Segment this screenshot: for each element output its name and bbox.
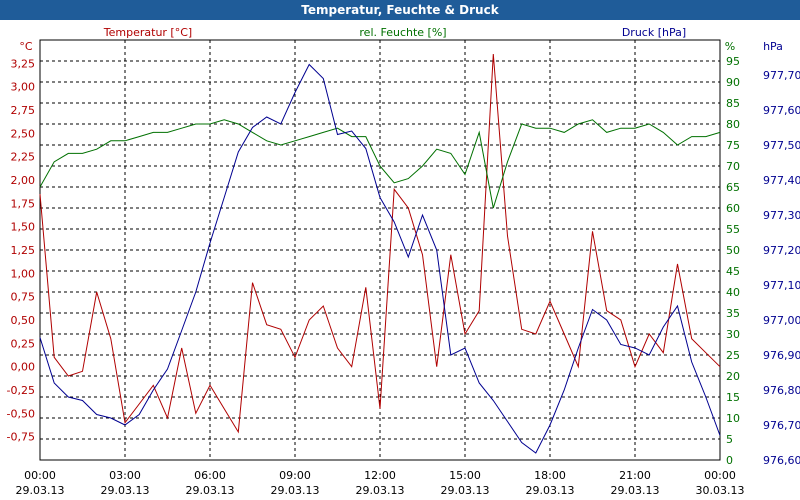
humidity-tick-label: 30 <box>726 328 740 341</box>
humidity-tick-label: 55 <box>726 223 740 236</box>
humidity-tick-label: 80 <box>726 118 740 131</box>
temperature-tick-label: 2,00 <box>11 174 36 187</box>
temperature-tick-label: 2,75 <box>11 104 36 117</box>
temperature-tick-label: -0,75 <box>7 431 35 444</box>
pressure-tick-label: 976,70 <box>763 419 800 432</box>
x-tick-time: 21:00 <box>619 469 651 482</box>
humidity-axis-label: rel. Feuchte [%] <box>359 26 446 39</box>
temperature-tick-label: -0,25 <box>7 384 35 397</box>
temperature-tick-label: 1,75 <box>11 197 36 210</box>
x-tick-time: 03:00 <box>109 469 141 482</box>
humidity-tick-label: 90 <box>726 76 740 89</box>
temperature-unit: °C <box>19 40 33 53</box>
humidity-tick-label: 35 <box>726 307 740 320</box>
plot-area <box>39 39 721 461</box>
x-tick-time: 00:00 <box>704 469 736 482</box>
humidity-tick-label: 0 <box>726 454 733 467</box>
humidity-unit: % <box>725 40 735 53</box>
x-tick-date: 30.03.13 <box>696 484 745 497</box>
temperature-tick-label: 2,25 <box>11 151 36 164</box>
temperature-tick-label: 3,00 <box>11 81 36 94</box>
grid <box>40 40 720 460</box>
axes: -0,75 -0,50 -0,25 0,00 0,25 0,50 0,75 1,00 1,25 1… <box>7 55 800 497</box>
chart: -0,75 -0,50 -0,25 0,00 0,25 0,50 0,75 1,00 1,25 1… <box>7 26 800 497</box>
pressure-unit: hPa <box>763 40 783 53</box>
temperature-tick-label: 0,50 <box>11 314 36 327</box>
temperature-tick-label: -0,50 <box>7 407 35 420</box>
humidity-tick-label: 50 <box>726 244 740 257</box>
pressure-tick-label: 977,40 <box>763 174 800 187</box>
pressure-tick-label: 976,80 <box>763 384 800 397</box>
pressure-tick-label: 976,90 <box>763 349 800 362</box>
humidity-tick-label: 60 <box>726 202 740 215</box>
pressure-tick-label: 977,20 <box>763 244 800 257</box>
pressure-tick-label: 977,30 <box>763 209 800 222</box>
x-tick-time: 15:00 <box>449 469 481 482</box>
x-tick-date: 29.03.13 <box>441 484 490 497</box>
x-tick-date: 29.03.13 <box>611 484 660 497</box>
temperature-tick-label: 0,25 <box>11 337 36 350</box>
x-tick-date: 29.03.13 <box>186 484 235 497</box>
x-tick-date: 29.03.13 <box>271 484 320 497</box>
humidity-tick-label: 95 <box>726 55 740 68</box>
x-tick-time: 06:00 <box>194 469 226 482</box>
humidity-tick-label: 40 <box>726 286 740 299</box>
temperature-tick-label: 1,25 <box>11 244 36 257</box>
x-tick-date: 29.03.13 <box>356 484 405 497</box>
humidity-tick-label: 70 <box>726 160 740 173</box>
pressure-tick-label: 977,60 <box>763 104 800 117</box>
humidity-tick-label: 20 <box>726 370 740 383</box>
temperature-axis-label: Temperatur [°C] <box>103 26 192 39</box>
x-tick-time: 09:00 <box>279 469 311 482</box>
pressure-tick-label: 977,00 <box>763 314 800 327</box>
humidity-tick-label: 75 <box>726 139 740 152</box>
x-tick-date: 29.03.13 <box>526 484 575 497</box>
window-title: Temperatur, Feuchte & Druck <box>0 0 800 20</box>
series-lines <box>39 53 721 454</box>
temperature-tick-label: 2,50 <box>11 127 36 140</box>
temperature-tick-label: 3,25 <box>11 57 36 70</box>
humidity-tick-label: 5 <box>726 433 733 446</box>
pressure-line <box>39 63 721 454</box>
humidity-tick-label: 15 <box>726 391 740 404</box>
pressure-tick-label: 976,60 <box>763 454 800 467</box>
x-tick-time: 18:00 <box>534 469 566 482</box>
temperature-line <box>39 53 721 434</box>
pressure-axis-label: Druck [hPa] <box>622 26 686 39</box>
humidity-tick-label: 10 <box>726 412 740 425</box>
pressure-tick-label: 977,50 <box>763 139 800 152</box>
temperature-tick-label: 0,00 <box>11 361 36 374</box>
temperature-tick-label: 1,00 <box>11 267 36 280</box>
temperature-tick-label: 1,50 <box>11 221 36 234</box>
humidity-tick-label: 85 <box>726 97 740 110</box>
humidity-tick-label: 65 <box>726 181 740 194</box>
humidity-line <box>39 119 721 209</box>
x-tick-time: 12:00 <box>364 469 396 482</box>
pressure-tick-label: 977,70 <box>763 69 800 82</box>
pressure-tick-label: 977,10 <box>763 279 800 292</box>
x-tick-date: 29.03.13 <box>101 484 150 497</box>
x-tick-time: 00:00 <box>24 469 56 482</box>
temperature-tick-label: 0,75 <box>11 291 36 304</box>
humidity-tick-label: 25 <box>726 349 740 362</box>
x-tick-date: 29.03.13 <box>16 484 65 497</box>
humidity-tick-label: 45 <box>726 265 740 278</box>
